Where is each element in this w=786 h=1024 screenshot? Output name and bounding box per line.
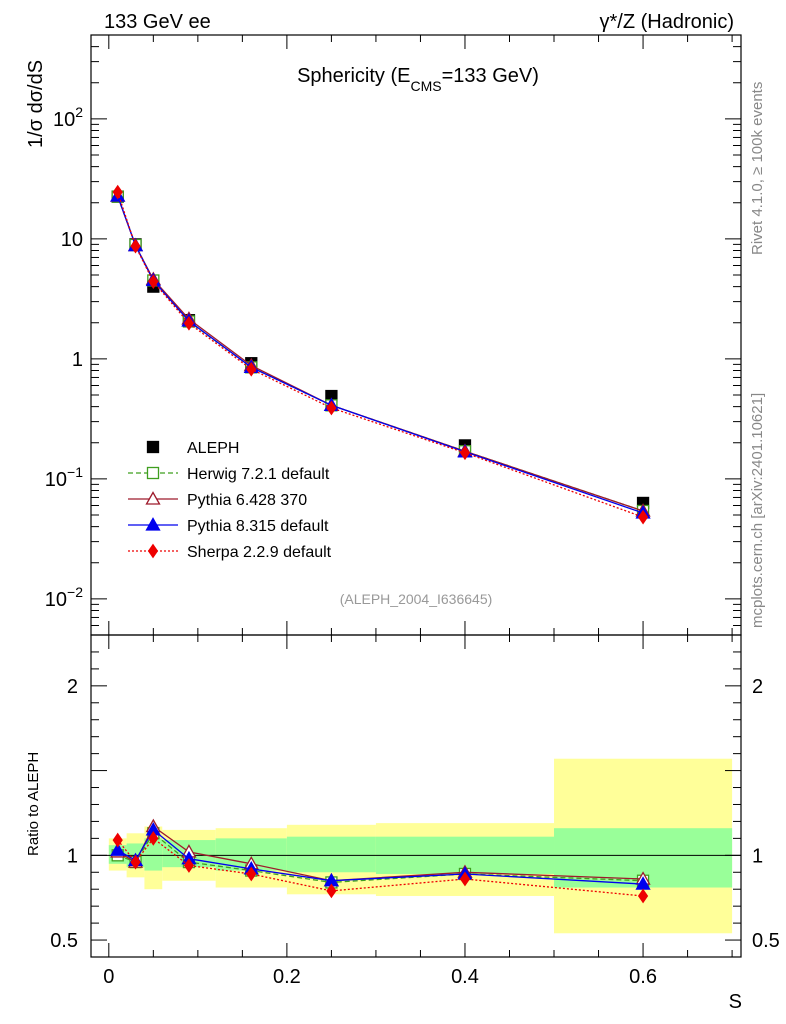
legend-pythia-6-428-370-marker: [145, 491, 161, 505]
header-right: γ*/Z (Hadronic): [600, 11, 734, 33]
plot-title: Sphericity (ECMS=133 GeV): [297, 65, 539, 94]
main-sherpa-2-2-9-default-point: [148, 274, 159, 290]
main-sherpa-2-2-9-default-point: [459, 445, 471, 461]
ratio-sherpa-2-2-9-default-point: [112, 832, 123, 848]
legend-herwig-7-2-1-default-label: Herwig 7.2.1 default: [187, 466, 330, 483]
ratio-pythia-8-315-default-point: [110, 842, 126, 856]
x-tick-label: 0.2: [273, 966, 301, 988]
y-tick-label: 0.5: [50, 930, 78, 952]
header-left: 133 GeV ee: [104, 11, 211, 33]
legend: ALEPH Herwig 7.2.1 default Pythia 6.428 37…: [128, 440, 332, 561]
legend-pythia-8-315-default-label: Pythia 8.315 default: [187, 518, 329, 535]
y-tick-label-right: 1: [752, 845, 763, 867]
main-herwig-7-2-1-default-line: [117, 196, 644, 512]
y-tick-label-right: 0.5: [752, 930, 780, 952]
legend-aleph-marker: [146, 440, 160, 454]
ratio-sherpa-2-2-9-default-line: [117, 837, 644, 897]
x-tick-label: 0.6: [629, 966, 657, 988]
rivet-label: Rivet 4.1.0, ≥ 100k events: [749, 82, 766, 255]
ratio-sherpa-2-2-9-default-point: [246, 866, 257, 882]
main-sherpa-2-2-9-default-point: [246, 361, 257, 377]
main-sherpa-2-2-9-default-point: [637, 509, 649, 525]
main-sherpa-2-2-9-default-point: [112, 184, 123, 200]
mcplots-label: mcplots.cern.ch [arXiv:2401.10621]: [749, 393, 766, 628]
y-tick-label: 10: [61, 229, 83, 251]
y-tick-label: 2: [67, 676, 78, 698]
main-pythia-8-315-default-line: [117, 195, 644, 514]
main-sherpa-2-2-9-default-point: [130, 238, 141, 254]
main-sherpa-2-2-9-default-point: [326, 400, 337, 416]
y-tick-label: 1: [67, 845, 78, 867]
main-y-axis-title: 1/σ dσ/dS: [25, 60, 47, 148]
y-tick-label: 1: [72, 349, 83, 371]
main-panel-marks: [110, 184, 651, 525]
ratio-y-axis-title: Ratio to ALEPH: [25, 752, 42, 856]
x-tick-label: 0.4: [451, 966, 479, 988]
ratio-sherpa-2-2-9-default-point: [148, 830, 159, 846]
x-axis-title: S: [729, 991, 742, 1013]
ratio-sherpa-2-2-9-default-point: [326, 883, 337, 899]
ratio-sherpa-2-2-9-default-point: [183, 858, 195, 873]
ratio-sherpa-2-2-9-default-point: [459, 871, 471, 887]
x-tick-label: 0: [103, 966, 114, 988]
main-pythia-6-428-370-line: [117, 195, 644, 512]
legend-pythia-6-428-370-label: Pythia 6.428 370: [187, 492, 307, 509]
y-tick-label-right: 2: [752, 676, 763, 698]
legend-herwig-7-2-1-default-marker: [146, 466, 160, 480]
legend-sherpa-2-2-9-default-label: Sherpa 2.2.9 default: [187, 544, 332, 561]
y-tick-label: 10−2: [45, 584, 83, 611]
main-sherpa-2-2-9-default-point: [183, 315, 195, 331]
analysis-tag: (ALEPH_2004_I636645): [340, 591, 493, 607]
panel-frames: [90, 34, 742, 958]
stat-uncertainty-band: [286, 836, 376, 873]
y-tick-label: 102: [53, 104, 83, 131]
ratio-sherpa-2-2-9-default-point: [637, 888, 649, 904]
ratio-panel-marks: [110, 818, 651, 904]
ratio-plot-frame: [90, 634, 742, 958]
ratio-panel-background: [91, 758, 741, 934]
ratio-sherpa-2-2-9-default-point: [130, 854, 141, 870]
ratio-pythia-8-315-default-line: [117, 828, 644, 885]
stat-uncertainty-band: [144, 838, 163, 871]
legend-pythia-8-315-default-marker: [145, 517, 161, 531]
axes: 0 0.2 0.4 0.6 10−2 10−1 1 10 102 0.5 0.5 1 1 2 2: [45, 34, 780, 988]
legend-aleph-label: ALEPH: [187, 440, 239, 457]
legend-sherpa-2-2-9-default-marker: [147, 543, 159, 559]
y-tick-label: 10−1: [45, 464, 83, 491]
